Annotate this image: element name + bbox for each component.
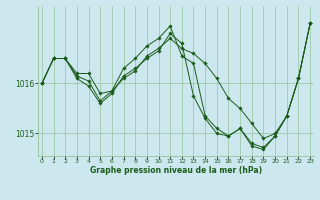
X-axis label: Graphe pression niveau de la mer (hPa): Graphe pression niveau de la mer (hPa) — [90, 166, 262, 175]
